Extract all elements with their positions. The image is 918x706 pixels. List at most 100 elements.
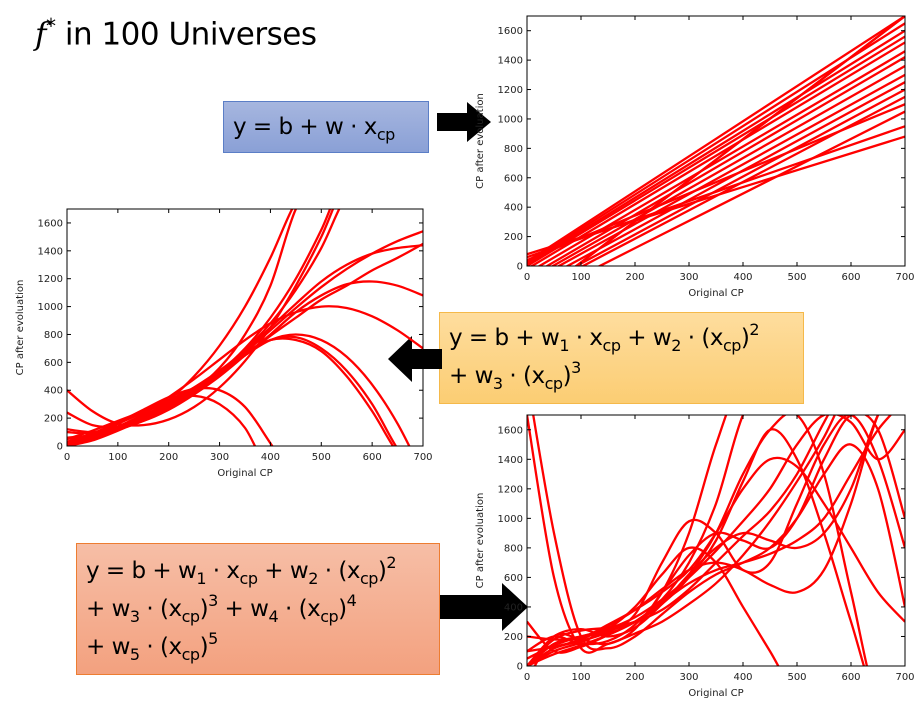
series-line: [527, 29, 905, 266]
series-line: [527, 135, 905, 256]
y-tick-label: 600: [504, 573, 523, 584]
x-tick-label: 100: [108, 452, 127, 463]
formula-text: + w: [449, 363, 493, 389]
series-line: [67, 242, 423, 446]
y-axis-label: CP after evoluation: [475, 493, 486, 589]
formula-text: · (x: [680, 325, 724, 351]
series-line: [527, 35, 905, 266]
y-tick-label: 200: [44, 414, 63, 425]
formula-text: + w: [620, 325, 672, 351]
series-group: [527, 415, 905, 666]
formula-text: ): [199, 596, 209, 622]
x-tick-label: 400: [261, 452, 280, 463]
x-tick-label: 700: [895, 672, 914, 683]
x-axis-label: Original CP: [688, 688, 743, 699]
chart-degree-5: 0 100 200 300 400 500 600 700 0 200 400 600 800 1000 1…: [475, 414, 915, 699]
series-group: [67, 209, 423, 446]
formula-subscript: 3: [492, 374, 503, 393]
x-tick-label: 0: [524, 672, 530, 683]
series-line: [550, 65, 905, 266]
y-axis-label: CP after evoluation: [475, 93, 486, 189]
arrow-left-icon: [388, 336, 442, 382]
y-tick-label: 200: [504, 632, 523, 643]
formula-box-linear: y = b + w · xcp: [223, 101, 429, 153]
formula-exponent: 3: [571, 358, 581, 377]
formula-text: ): [562, 363, 572, 389]
y-tick-label: 0: [517, 662, 523, 673]
formula-text: · (x: [317, 558, 361, 584]
formula-text: + w: [257, 558, 309, 584]
formula-line: + w3 · (xcp)3 + w4 · (xcp)4: [86, 590, 430, 628]
x-tick-label: 600: [841, 672, 860, 683]
title-symbol: f: [35, 16, 46, 53]
series-group: [527, 16, 905, 266]
y-tick-label: 200: [504, 232, 523, 243]
formula-subscript: cp: [181, 645, 200, 664]
x-tick-label: 200: [625, 272, 644, 283]
chart-degree-1: 0 100 200 300 400 500 600 700 0 200 400 600 800 1000 1…: [475, 15, 915, 299]
formula-subscript: 2: [671, 336, 681, 355]
x-tick-label: 400: [733, 672, 752, 683]
formula-text: y = b + w: [86, 558, 197, 584]
formula-text: ): [377, 558, 387, 584]
formula-box-cubic: y = b + w1 · xcp + w2 · (xcp)2 + w3 · (xc…: [439, 312, 804, 404]
y-tick-label: 1200: [498, 484, 523, 495]
formula-line: y = b + w · xcp: [233, 108, 419, 146]
series-line: [527, 428, 866, 666]
formula-text: · x: [206, 558, 240, 584]
formula-text: · (x: [502, 363, 545, 389]
formula-subscript: cp: [544, 374, 563, 393]
title-superscript: *: [45, 14, 56, 38]
x-tick-label: 300: [679, 272, 698, 283]
plot-frame: [526, 15, 906, 267]
formula-subscript: 1: [559, 336, 569, 355]
formula-line: y = b + w1 · xcp + w2 · (xcp)2: [449, 319, 794, 357]
series-line: [527, 22, 905, 265]
formula-text: · (x: [139, 634, 182, 660]
y-tick-label: 1400: [498, 56, 523, 67]
x-tick-label: 100: [571, 272, 590, 283]
series-line: [529, 41, 905, 266]
formula-text: · x: [569, 325, 603, 351]
formula-exponent: 5: [208, 629, 218, 648]
arrow-right-icon: [437, 102, 491, 142]
series-line: [544, 56, 905, 266]
plot-frame: [526, 414, 906, 667]
y-tick-label: 400: [44, 386, 63, 397]
formula-box-quintic: y = b + w1 · xcp + w2 · (xcp)2 + w3 · (xc…: [76, 543, 440, 675]
y-tick-label: 0: [517, 262, 523, 273]
x-tick-label: 700: [895, 272, 914, 283]
y-tick-label: 400: [504, 203, 523, 214]
series-line: [597, 110, 905, 266]
y-tick-label: 1200: [498, 85, 523, 96]
formula-subscript: cp: [376, 125, 395, 144]
formula-subscript: 5: [129, 645, 140, 664]
slide-title: f* in 100 Universes: [35, 14, 317, 53]
y-tick-label: 1600: [498, 425, 523, 436]
formula-subscript: cp: [181, 607, 200, 626]
formula-text: y = b + w: [449, 325, 560, 351]
formula-text: · (x: [278, 596, 321, 622]
formula-line: + w3 · (xcp)3: [449, 357, 794, 395]
series-line: [556, 73, 905, 266]
y-axis-label: CP after evoluation: [15, 280, 26, 376]
series-line: [565, 81, 905, 266]
formula-text: ): [199, 634, 209, 660]
y-tick-label: 600: [44, 358, 63, 369]
formula-text: · (x: [139, 596, 182, 622]
series-line: [67, 209, 294, 446]
y-tick-label: 0: [57, 442, 63, 453]
formula-text: + w: [86, 634, 130, 660]
y-tick-label: 800: [504, 144, 523, 155]
formula-exponent: 2: [749, 320, 760, 339]
x-tick-label: 500: [787, 272, 806, 283]
formula-subscript: cp: [239, 569, 258, 588]
y-tick-label: 1400: [498, 455, 523, 466]
x-tick-label: 0: [64, 452, 70, 463]
formula-text: ): [338, 596, 347, 622]
title-text: in 100 Universes: [55, 16, 317, 53]
series-line: [574, 16, 905, 266]
formula-exponent: 3: [208, 591, 218, 610]
formula-subscript: cp: [320, 607, 339, 626]
x-tick-label: 600: [841, 272, 860, 283]
